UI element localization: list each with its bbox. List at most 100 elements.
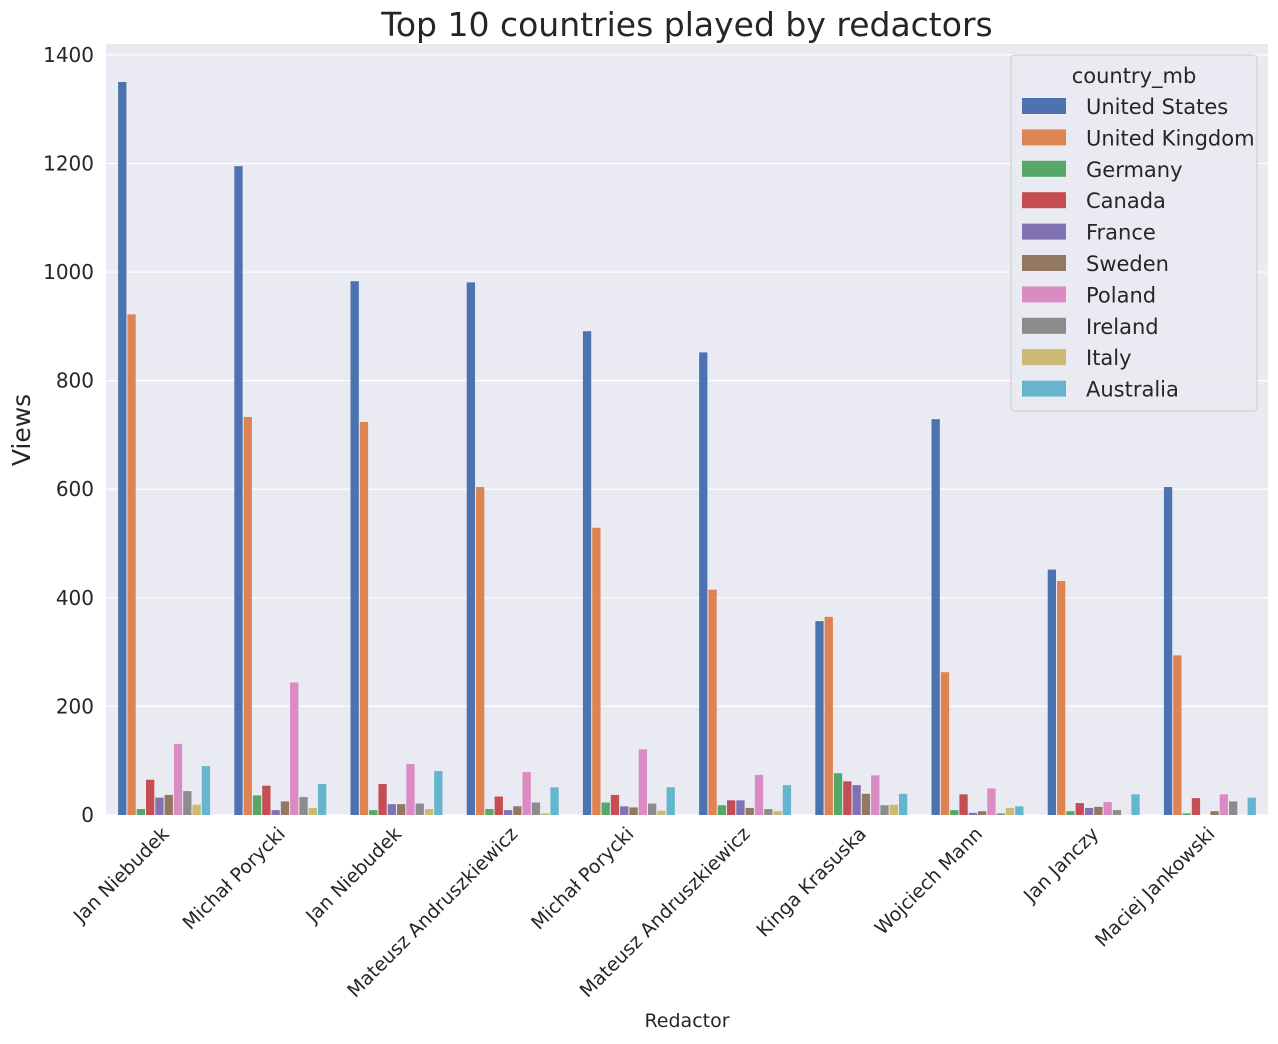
bar: [1015, 806, 1024, 815]
bar: [387, 804, 396, 815]
bar: [136, 809, 146, 815]
bar: [629, 807, 638, 815]
bar: [620, 806, 629, 815]
legend-swatch: [1022, 349, 1066, 366]
bar: [118, 82, 127, 816]
bar: [824, 616, 833, 815]
bar: [1173, 655, 1182, 815]
bar: [647, 803, 657, 815]
y-tick-label: 800: [56, 369, 94, 393]
bar: [1131, 794, 1140, 815]
bar: [183, 791, 192, 815]
bar: [164, 794, 173, 815]
legend-label: United States: [1086, 95, 1228, 119]
legend-items: United States United Kingdom Germany Canada…: [1022, 95, 1255, 402]
bar: [173, 743, 183, 815]
x-tick-label: Wojciech Mann: [871, 823, 987, 939]
bar: [1075, 803, 1084, 815]
bar: [1057, 580, 1066, 815]
legend-label: Ireland: [1086, 315, 1159, 339]
bar: [996, 813, 1005, 815]
bar: [424, 809, 434, 815]
legend-label: Sweden: [1086, 252, 1169, 276]
bar: [541, 813, 550, 815]
x-tick-label: Kinga Krasuska: [752, 823, 871, 942]
bar: [657, 810, 666, 815]
bar: [201, 766, 211, 815]
bar: [406, 763, 415, 815]
bar: [290, 682, 299, 815]
x-tick-label: Maciej Jankowski: [1091, 823, 1220, 952]
bar: [522, 772, 531, 815]
bar: [833, 773, 843, 815]
bar: [1047, 569, 1057, 815]
bar: [299, 797, 308, 815]
bar: [434, 771, 443, 815]
legend-swatch: [1022, 160, 1066, 177]
legend-swatch: [1022, 192, 1066, 209]
bar: [754, 774, 764, 815]
bar: [1191, 798, 1201, 815]
legend-swatch: [1022, 223, 1066, 240]
bar: [378, 784, 387, 815]
bar: [262, 785, 271, 815]
bar: [959, 794, 968, 815]
bar: [764, 809, 773, 815]
bar: [127, 314, 136, 815]
bar: [415, 803, 424, 815]
y-tick-label: 200: [56, 694, 94, 718]
legend-label: France: [1086, 221, 1156, 245]
bar: [1219, 794, 1228, 815]
x-axis-label: Redactor: [644, 1010, 729, 1032]
bar: [931, 419, 940, 815]
bar: [717, 805, 727, 815]
y-axis-ticks: 0 200 400 600 800 1000 1200 1400: [43, 43, 94, 827]
bar: [852, 785, 861, 815]
bar: [513, 806, 522, 815]
bar: [308, 807, 317, 815]
bar: [476, 487, 485, 815]
legend-label: Italy: [1086, 346, 1132, 370]
bar: [369, 810, 378, 815]
legend-label: Australia: [1086, 378, 1179, 402]
bar: [666, 787, 675, 815]
bar: [708, 589, 717, 815]
bar: [531, 802, 541, 815]
bar: [978, 811, 987, 815]
bar: [1103, 801, 1112, 815]
bar: [234, 166, 243, 815]
x-tick-label: Jan Janczy: [1019, 823, 1103, 907]
bar: [950, 810, 959, 815]
bar: [317, 784, 327, 815]
bar: [1066, 811, 1075, 815]
bar: [815, 621, 824, 815]
bar: [271, 810, 280, 815]
y-tick-label: 1000: [43, 260, 94, 284]
bar: [601, 802, 610, 815]
bar: [889, 804, 898, 815]
bar: [773, 811, 782, 815]
x-tick-label: Michał Porycki: [527, 823, 638, 934]
bar: [1005, 807, 1015, 815]
bar: [550, 787, 559, 815]
y-axis-label: Views: [7, 394, 36, 466]
bar: [485, 809, 494, 815]
legend-swatch: [1022, 380, 1066, 397]
legend-swatch: [1022, 98, 1066, 114]
legend-swatch: [1022, 255, 1066, 271]
legend-swatch: [1022, 317, 1066, 334]
x-tick-label: Jan Niebudek: [301, 823, 406, 928]
legend-label: Canada: [1086, 189, 1166, 213]
bar: [843, 781, 852, 815]
bar: [280, 801, 290, 815]
bar: [1163, 487, 1173, 815]
bar: [745, 807, 754, 815]
legend-swatch: [1022, 129, 1066, 146]
bar: [350, 281, 359, 815]
bar: [861, 793, 871, 815]
bar: [1084, 807, 1094, 815]
bar: [192, 804, 201, 815]
x-axis-ticks: Jan Niebudek Michał Porycki Jan NiebudekMa…: [69, 823, 1220, 1002]
bar: [1228, 801, 1238, 815]
legend-title: country_mb: [1072, 64, 1197, 89]
